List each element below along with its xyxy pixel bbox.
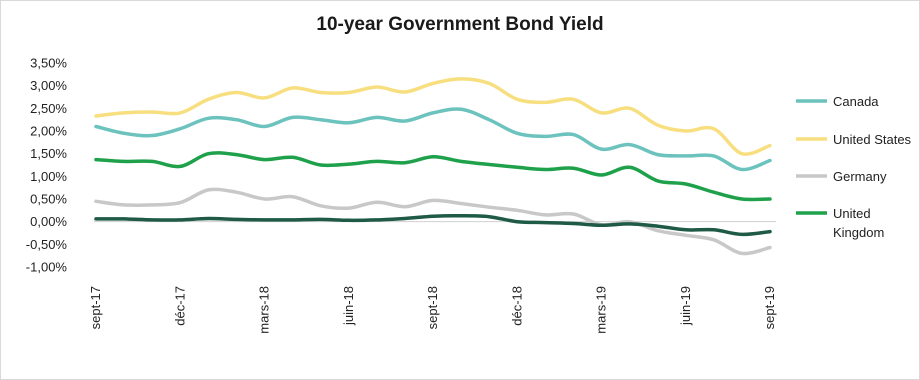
y-axis: 3,50% 3,00% 2,50% 2,00% 1,50% 1,00% 0,50% 0,00%… bbox=[26, 56, 68, 275]
x-tick-label: sept-18 bbox=[425, 286, 440, 329]
y-tick-label: -1,00% bbox=[26, 260, 68, 275]
y-tick-label: 1,50% bbox=[30, 146, 67, 161]
y-tick-label: 3,00% bbox=[30, 78, 67, 93]
legend-label: United bbox=[833, 206, 871, 221]
x-tick-label: juin-19 bbox=[678, 286, 693, 326]
y-tick-label: 0,50% bbox=[30, 192, 67, 207]
x-tick-label: déc-17 bbox=[172, 286, 187, 326]
x-tick-label: mars-18 bbox=[257, 286, 272, 334]
chart-title: 10-year Government Bond Yield bbox=[316, 14, 604, 35]
y-tick-label: 3,50% bbox=[30, 56, 67, 71]
legend-label: Kingdom bbox=[833, 225, 884, 240]
series-line-germany bbox=[94, 187, 772, 256]
x-tick-label: déc-18 bbox=[509, 286, 524, 326]
y-tick-label: 2,00% bbox=[30, 124, 67, 139]
legend: Canada United States Germany United Kingdom bbox=[796, 94, 912, 240]
x-tick-label: juin-18 bbox=[341, 286, 356, 326]
legend-label: United States bbox=[833, 132, 912, 147]
y-tick-label: 1,00% bbox=[30, 169, 67, 184]
x-tick-label: sept-19 bbox=[762, 286, 777, 329]
series-line-united-states bbox=[94, 77, 772, 156]
y-tick-label: 0,00% bbox=[30, 214, 67, 229]
y-tick-label: -0,50% bbox=[26, 237, 68, 252]
legend-label: Germany bbox=[833, 169, 887, 184]
x-tick-label: sept-17 bbox=[88, 286, 103, 329]
series-line-unlabeled bbox=[94, 214, 772, 237]
x-tick-label: mars-19 bbox=[594, 286, 609, 334]
series-line-united-kingdom bbox=[94, 151, 772, 202]
series-lines bbox=[94, 77, 772, 256]
x-axis: sept-17 déc-17 mars-18 juin-18 sept-18 déc-18… bbox=[88, 221, 777, 334]
series-line-canada bbox=[94, 107, 772, 172]
y-tick-label: 2,50% bbox=[30, 101, 67, 116]
legend-label: Canada bbox=[833, 94, 879, 109]
